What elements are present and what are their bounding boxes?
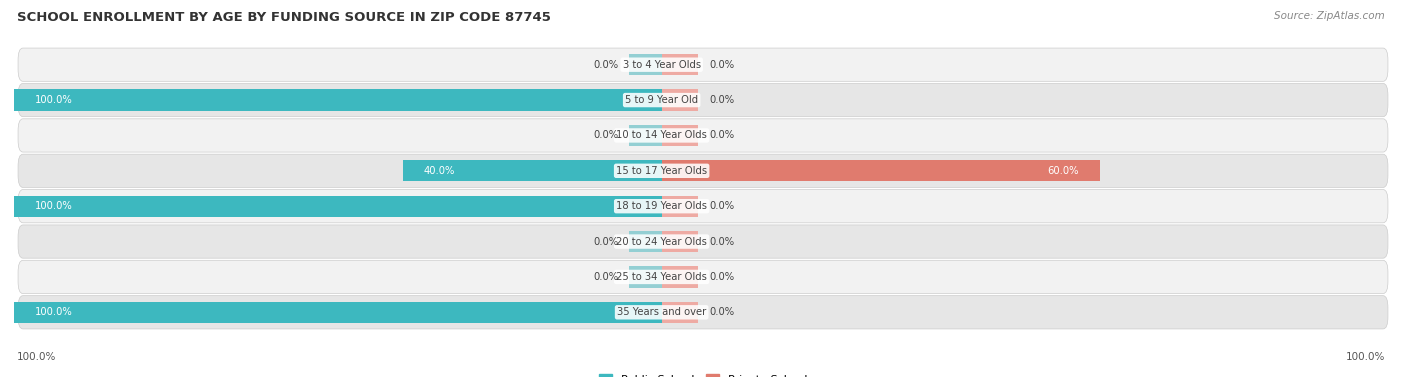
Text: 0.0%: 0.0% bbox=[709, 130, 734, 141]
Bar bbox=[662, 160, 1099, 181]
Bar bbox=[14, 302, 662, 323]
Bar bbox=[662, 231, 699, 252]
Bar bbox=[630, 54, 662, 75]
Text: 25 to 34 Year Olds: 25 to 34 Year Olds bbox=[616, 272, 707, 282]
FancyBboxPatch shape bbox=[18, 48, 1388, 81]
FancyBboxPatch shape bbox=[18, 190, 1388, 223]
Text: 0.0%: 0.0% bbox=[709, 236, 734, 247]
Text: 100.0%: 100.0% bbox=[35, 307, 73, 317]
Text: 0.0%: 0.0% bbox=[593, 272, 619, 282]
FancyBboxPatch shape bbox=[18, 225, 1388, 258]
Text: 0.0%: 0.0% bbox=[709, 307, 734, 317]
Text: 100.0%: 100.0% bbox=[17, 352, 56, 362]
Text: 100.0%: 100.0% bbox=[35, 201, 73, 211]
Text: 0.0%: 0.0% bbox=[709, 272, 734, 282]
FancyBboxPatch shape bbox=[18, 83, 1388, 117]
Text: 15 to 17 Year Olds: 15 to 17 Year Olds bbox=[616, 166, 707, 176]
Text: 10 to 14 Year Olds: 10 to 14 Year Olds bbox=[616, 130, 707, 141]
Text: 40.0%: 40.0% bbox=[423, 166, 454, 176]
FancyBboxPatch shape bbox=[18, 119, 1388, 152]
Text: 0.0%: 0.0% bbox=[593, 130, 619, 141]
Text: 60.0%: 60.0% bbox=[1047, 166, 1080, 176]
Text: SCHOOL ENROLLMENT BY AGE BY FUNDING SOURCE IN ZIP CODE 87745: SCHOOL ENROLLMENT BY AGE BY FUNDING SOUR… bbox=[17, 11, 551, 24]
FancyBboxPatch shape bbox=[18, 260, 1388, 294]
Text: 0.0%: 0.0% bbox=[593, 60, 619, 70]
Text: 0.0%: 0.0% bbox=[709, 201, 734, 211]
Bar bbox=[662, 196, 699, 217]
Text: 20 to 24 Year Olds: 20 to 24 Year Olds bbox=[616, 236, 707, 247]
Text: 0.0%: 0.0% bbox=[709, 60, 734, 70]
Text: 100.0%: 100.0% bbox=[35, 95, 73, 105]
Legend: Public School, Private School: Public School, Private School bbox=[595, 370, 811, 377]
Text: 5 to 9 Year Old: 5 to 9 Year Old bbox=[626, 95, 699, 105]
Bar bbox=[662, 266, 699, 288]
Bar bbox=[14, 196, 662, 217]
Bar bbox=[662, 89, 699, 111]
Bar bbox=[662, 302, 699, 323]
Text: 100.0%: 100.0% bbox=[1346, 352, 1385, 362]
Bar bbox=[14, 89, 662, 111]
FancyBboxPatch shape bbox=[18, 296, 1388, 329]
Text: 35 Years and over: 35 Years and over bbox=[617, 307, 706, 317]
FancyBboxPatch shape bbox=[18, 154, 1388, 187]
Text: 18 to 19 Year Olds: 18 to 19 Year Olds bbox=[616, 201, 707, 211]
Bar bbox=[630, 266, 662, 288]
Bar bbox=[630, 125, 662, 146]
Bar bbox=[662, 125, 699, 146]
Bar bbox=[662, 54, 699, 75]
Text: 3 to 4 Year Olds: 3 to 4 Year Olds bbox=[623, 60, 700, 70]
Text: Source: ZipAtlas.com: Source: ZipAtlas.com bbox=[1274, 11, 1385, 21]
Text: 0.0%: 0.0% bbox=[593, 236, 619, 247]
Text: 0.0%: 0.0% bbox=[709, 95, 734, 105]
Bar bbox=[402, 160, 662, 181]
Bar bbox=[630, 231, 662, 252]
